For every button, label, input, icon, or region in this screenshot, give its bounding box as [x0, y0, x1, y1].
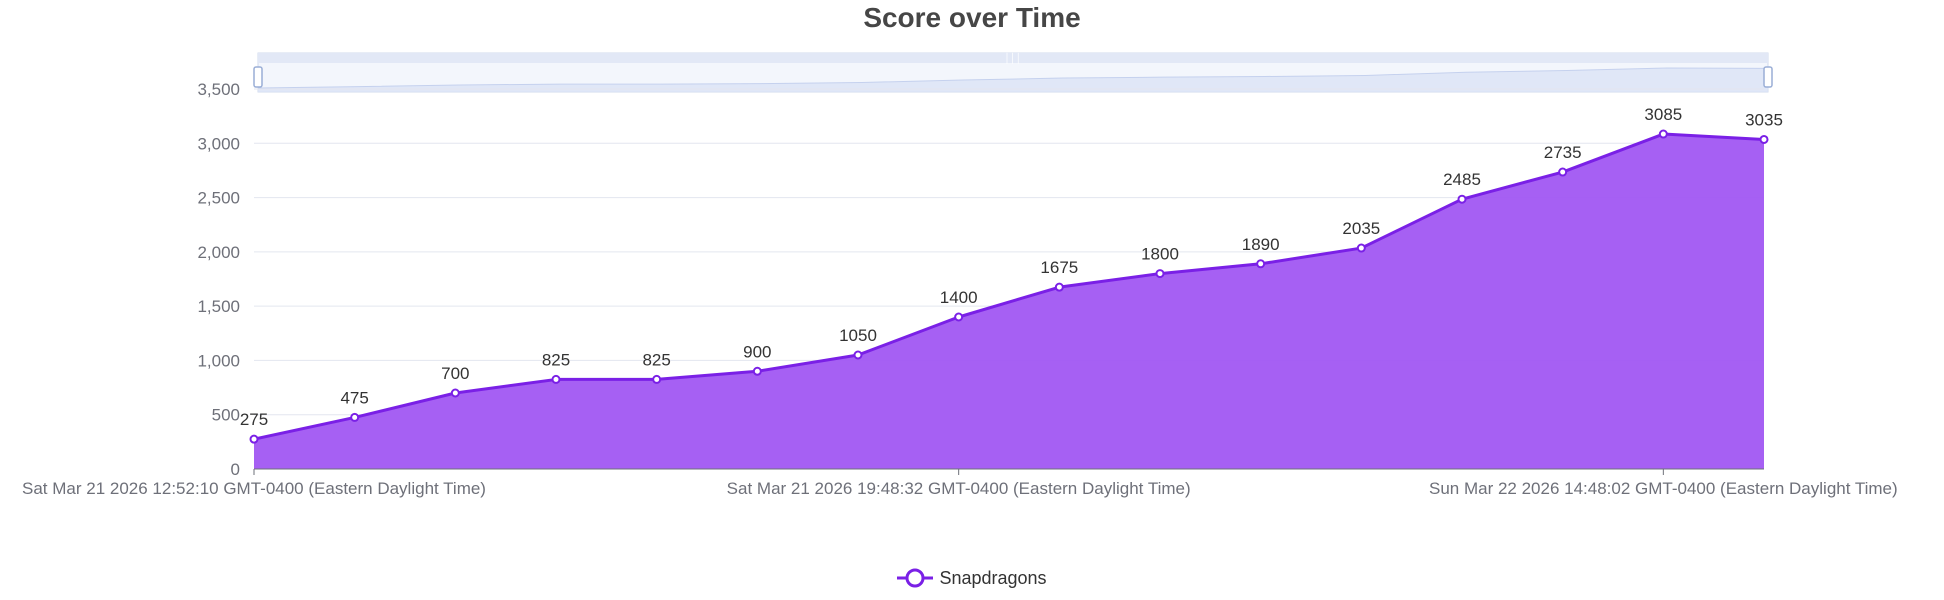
slider-right-handle[interactable]: [1763, 66, 1773, 88]
data-point[interactable]: [450, 388, 460, 398]
data-point[interactable]: [1356, 243, 1366, 253]
data-point[interactable]: [1155, 269, 1165, 279]
data-point[interactable]: [1558, 167, 1568, 177]
data-label: 900: [743, 342, 771, 361]
y-tick-label: 2,500: [197, 189, 240, 208]
y-tick-label: 0: [231, 460, 240, 479]
data-label: 825: [542, 350, 570, 369]
series-area-fill: [254, 134, 1764, 470]
x-axis: Sat Mar 21 2026 12:52:10 GMT-0400 (Easte…: [22, 468, 1898, 498]
data-label: 475: [340, 388, 368, 407]
series-line: [253, 132, 1765, 441]
data-point[interactable]: [1658, 129, 1668, 139]
data-label: 825: [642, 350, 670, 369]
data-label: 3085: [1644, 105, 1682, 124]
data-label: 2035: [1342, 219, 1380, 238]
chart-title: Score over Time: [863, 2, 1081, 33]
y-tick-label: 1,000: [197, 351, 240, 370]
legend-label: Snapdragons: [939, 567, 1047, 588]
data-point[interactable]: [1054, 282, 1064, 292]
legend: Snapdragons: [0, 567, 1944, 589]
series-points[interactable]: [249, 129, 1769, 444]
data-point[interactable]: [551, 374, 561, 384]
data-label: 275: [240, 410, 268, 429]
legend-line-circle-icon: [897, 568, 934, 588]
y-tick-label: 500: [212, 406, 240, 425]
data-label: 2735: [1544, 143, 1582, 162]
x-tick-label: Sat Mar 21 2026 12:52:10 GMT-0400 (Easte…: [22, 479, 486, 498]
data-label: 700: [441, 364, 469, 383]
data-label: 1675: [1040, 258, 1078, 277]
data-point[interactable]: [249, 434, 259, 444]
data-point[interactable]: [652, 374, 662, 384]
data-label: 1890: [1242, 235, 1280, 254]
y-tick-label: 2,000: [197, 243, 240, 262]
data-label: 3035: [1745, 110, 1783, 129]
y-tick-label: 3,000: [197, 134, 240, 153]
legend-item-snapdragons[interactable]: Snapdragons: [897, 567, 1047, 589]
data-point[interactable]: [853, 350, 863, 360]
data-label: 1800: [1141, 245, 1179, 264]
data-zoom-slider[interactable]: │││: [253, 52, 1773, 93]
data-point[interactable]: [1759, 134, 1769, 144]
y-axis: 0 500 1,000 1,500 2,000 2,500 3,000 3,500: [197, 80, 240, 479]
y-tick-label: 1,500: [197, 297, 240, 316]
series-area: [253, 132, 1765, 470]
x-tick-label: Sat Mar 21 2026 19:48:32 GMT-0400 (Easte…: [727, 479, 1191, 498]
data-point[interactable]: [350, 412, 360, 422]
data-labels: 275 475 700 825 825 900 1050 1400 1675 1800 1890 20…: [240, 105, 1783, 429]
x-tick-label: Sun Mar 22 2026 14:48:02 GMT-0400 (Easte…: [1429, 479, 1898, 498]
data-label: 1400: [940, 288, 978, 307]
slider-preview-area: [258, 67, 1768, 92]
data-point[interactable]: [1457, 194, 1467, 204]
data-label: 2485: [1443, 170, 1481, 189]
slider-grip-icon[interactable]: │││: [1005, 52, 1022, 64]
slider-left-handle[interactable]: [253, 66, 263, 88]
y-tick-label: 3,500: [197, 80, 240, 99]
data-point[interactable]: [954, 312, 964, 322]
data-point[interactable]: [752, 366, 762, 376]
data-label: 1050: [839, 326, 877, 345]
slider-preview-line: [257, 67, 1769, 89]
slider-move-bar[interactable]: [258, 53, 1768, 63]
data-point[interactable]: [1256, 259, 1266, 269]
